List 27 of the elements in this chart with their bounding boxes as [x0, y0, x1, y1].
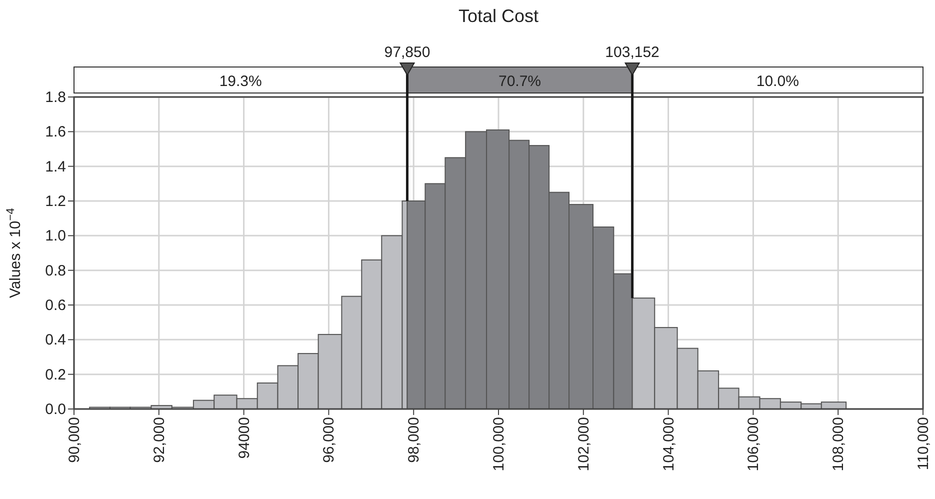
- ref-line-label: 103,152: [605, 44, 660, 61]
- y-tick-label: 1.0: [45, 228, 66, 245]
- chart-title: Total Cost: [458, 6, 539, 26]
- x-tick-label: 104,000: [660, 417, 678, 472]
- ref-line-label: 97,850: [384, 44, 430, 61]
- x-tick-label: 96,000: [320, 417, 338, 463]
- y-tick-label: 1.6: [45, 124, 66, 141]
- x-tick-label: 102,000: [575, 417, 592, 472]
- y-tick-label: 1.2: [45, 193, 66, 210]
- y-tick-label: 0.6: [45, 297, 66, 314]
- x-tick-label: 108,000: [830, 417, 848, 472]
- y-tick-label: 1.8: [45, 89, 66, 106]
- x-tick-label: 106,000: [745, 417, 762, 472]
- y-tick-label: 0.8: [45, 262, 66, 280]
- x-tick-label: 98,000: [406, 417, 423, 463]
- x-tick-label: 94000: [236, 417, 253, 459]
- y-tick-label: 1.4: [45, 158, 66, 176]
- y-tick-label: 0.2: [45, 366, 66, 384]
- y-tick-label: 0.0: [45, 401, 66, 418]
- x-tick-label: 100,000: [490, 417, 508, 472]
- x-tick-label: 110,000: [915, 417, 932, 470]
- text: 19.3%: [219, 73, 262, 90]
- text: 10.0%: [756, 73, 799, 90]
- x-tick-label: 90,000: [66, 417, 83, 463]
- x-tick-label: 92,000: [150, 417, 168, 463]
- y-tick-label: 0.4: [45, 332, 66, 349]
- text: 70.7%: [498, 73, 542, 90]
